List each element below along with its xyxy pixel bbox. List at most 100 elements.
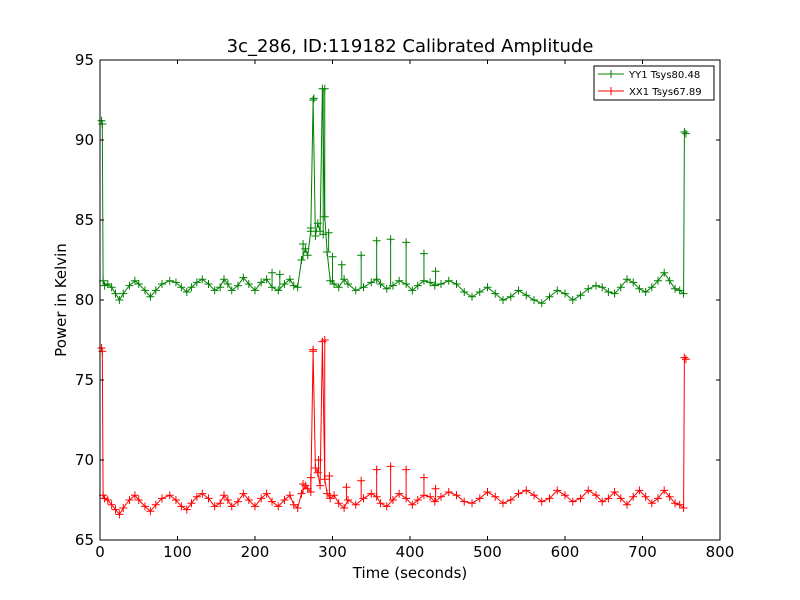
data-point	[107, 283, 116, 292]
data-point	[460, 497, 469, 506]
data-point	[647, 283, 656, 292]
data-point	[171, 278, 180, 287]
data-point	[337, 260, 346, 269]
y-tick-label: 95	[75, 51, 94, 69]
data-point	[210, 502, 219, 511]
data-point	[419, 473, 428, 482]
data-point	[187, 283, 196, 292]
y-tick-label: 70	[75, 451, 94, 469]
x-tick-label: 700	[628, 543, 657, 561]
data-point	[553, 486, 562, 495]
data-point	[553, 286, 562, 295]
data-point	[233, 281, 242, 290]
data-point	[604, 288, 613, 296]
data-point	[647, 499, 656, 508]
data-point	[251, 286, 259, 295]
data-point	[318, 84, 327, 93]
data-point	[303, 251, 312, 260]
data-point	[402, 494, 411, 503]
data-point	[306, 473, 315, 482]
data-point	[382, 284, 391, 293]
series-line-xx1	[101, 341, 687, 516]
data-point	[334, 499, 343, 508]
data-point	[244, 496, 253, 504]
data-point	[204, 280, 213, 288]
data-point	[239, 273, 248, 282]
data-point	[616, 283, 625, 292]
data-point	[660, 486, 669, 495]
x-tick-label: 300	[318, 543, 347, 561]
data-point	[274, 286, 283, 295]
data-point	[680, 128, 689, 136]
x-tick-label: 200	[241, 543, 270, 561]
data-point	[437, 492, 445, 501]
legend-label-xx1: XX1 Tsys67.89	[629, 87, 702, 98]
data-point	[344, 280, 352, 288]
data-point	[103, 496, 112, 504]
data-point	[165, 276, 174, 285]
data-point	[475, 288, 484, 296]
y-axis-title: Power in Kelvin	[52, 243, 70, 357]
data-point	[182, 288, 191, 296]
data-point	[584, 284, 593, 293]
data-point	[198, 489, 207, 498]
data-point	[119, 289, 128, 298]
data-point	[372, 492, 381, 501]
data-point	[506, 292, 515, 301]
data-point	[376, 280, 385, 288]
data-point	[568, 497, 577, 506]
data-point	[268, 268, 277, 277]
data-point	[671, 284, 680, 293]
data-point	[216, 283, 225, 292]
data-point	[289, 500, 298, 509]
data-point	[372, 465, 381, 474]
data-point	[468, 499, 476, 508]
data-point	[372, 275, 381, 284]
data-point	[210, 286, 219, 295]
data-point	[330, 491, 339, 500]
x-tick-label: 800	[706, 543, 735, 561]
data-point	[320, 475, 329, 484]
data-point	[635, 486, 644, 495]
data-point	[268, 283, 277, 292]
data-point	[491, 289, 500, 298]
data-point	[97, 344, 106, 352]
data-point	[679, 504, 688, 512]
data-point	[125, 496, 134, 504]
data-point	[119, 504, 128, 512]
y-tick-label: 90	[75, 131, 94, 149]
data-point	[654, 276, 662, 285]
data-point	[268, 497, 277, 506]
data-point	[592, 491, 600, 500]
data-point	[665, 276, 674, 285]
data-point	[660, 268, 669, 277]
data-point	[680, 353, 689, 362]
data-point	[233, 497, 242, 506]
data-point	[444, 488, 453, 496]
data-point	[115, 510, 124, 519]
data-point	[328, 252, 337, 261]
data-point	[115, 296, 124, 304]
data-point	[568, 296, 577, 304]
data-point	[382, 502, 391, 511]
data-point	[192, 278, 201, 287]
data-point	[130, 491, 139, 500]
data-point	[111, 289, 120, 298]
legend-marker-xx1	[607, 87, 615, 95]
data-point	[460, 288, 469, 296]
legend: YY1 Tsys80.48 XX1 Tsys67.89	[593, 65, 715, 101]
data-point	[262, 275, 271, 284]
data-point	[311, 464, 320, 472]
legend-box	[593, 65, 715, 101]
data-point	[395, 489, 404, 498]
data-point	[616, 494, 625, 503]
data-point	[301, 244, 310, 253]
data-point	[408, 286, 417, 295]
data-point	[340, 275, 349, 284]
data-point	[530, 296, 538, 304]
data-point	[344, 496, 352, 504]
data-point	[367, 278, 376, 287]
data-point	[318, 337, 327, 346]
data-point	[251, 502, 259, 511]
